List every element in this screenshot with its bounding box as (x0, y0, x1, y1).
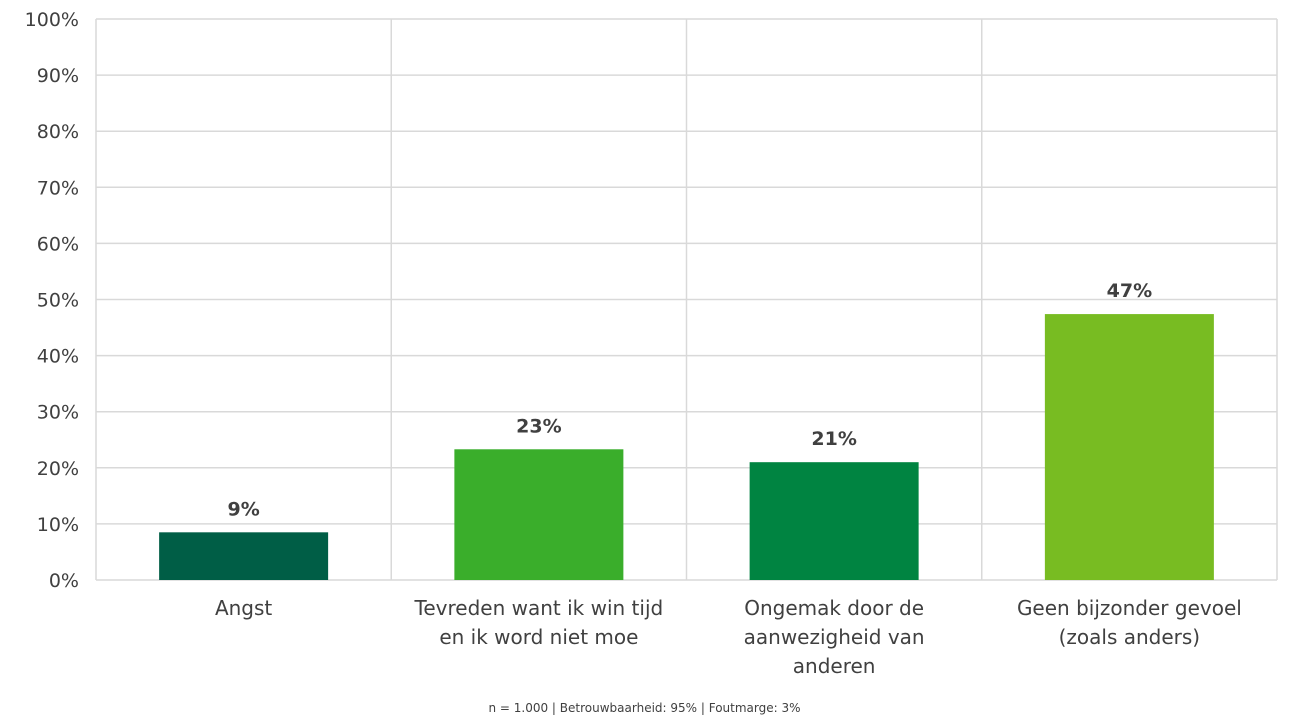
category-label: Geen bijzonder gevoel (zoals anders) (1017, 596, 1242, 649)
y-tick-label: 10% (37, 514, 79, 536)
y-tick-label: 0% (49, 570, 79, 592)
y-axis-ticks: 0% 10% 20% 30% 40% 50% 60% 70% 80% 90% 100% (25, 9, 79, 592)
bar (749, 462, 919, 580)
bar (454, 449, 624, 580)
category-label-line: en ik word niet moe (439, 625, 638, 649)
category-label-line: Geen bijzonder gevoel (1017, 596, 1242, 620)
x-axis-categories: Angst Tevreden want ik win tijd en ik word… (215, 596, 1242, 678)
y-tick-label: 30% (37, 402, 79, 424)
y-tick-label: 40% (37, 346, 79, 368)
category-label-line: Angst (215, 596, 272, 620)
category-label-line: (zoals anders) (1059, 625, 1201, 649)
category-label-line: aanwezigheid van (744, 625, 925, 649)
bar (159, 532, 329, 580)
data-label: 47% (1107, 280, 1152, 302)
y-tick-label: 70% (37, 177, 79, 199)
data-labels: 9% 23% 21% 47% (227, 280, 1152, 520)
y-tick-label: 90% (37, 65, 79, 87)
data-label: 9% (227, 498, 259, 520)
y-tick-label: 60% (37, 233, 79, 255)
data-label: 21% (811, 428, 856, 450)
category-label-line: anderen (793, 654, 876, 678)
y-tick-label: 20% (37, 458, 79, 480)
y-tick-label: 100% (25, 9, 79, 31)
category-label: Angst (215, 596, 272, 620)
category-label-line: Tevreden want ik win tijd (414, 596, 664, 620)
y-tick-label: 80% (37, 121, 79, 143)
y-tick-label: 50% (37, 290, 79, 312)
bar (1044, 314, 1214, 580)
data-label: 23% (516, 415, 561, 437)
gridlines (95, 18, 1278, 581)
category-label-line: Ongemak door de (744, 596, 924, 620)
bars (159, 314, 1214, 580)
category-label: Tevreden want ik win tijd en ik word niet… (414, 596, 664, 649)
category-label: Ongemak door de aanwezigheid van anderen (744, 596, 925, 678)
chart-footnote: n = 1.000 | Betrouwbaarheid: 95% | Foutm… (488, 701, 801, 715)
